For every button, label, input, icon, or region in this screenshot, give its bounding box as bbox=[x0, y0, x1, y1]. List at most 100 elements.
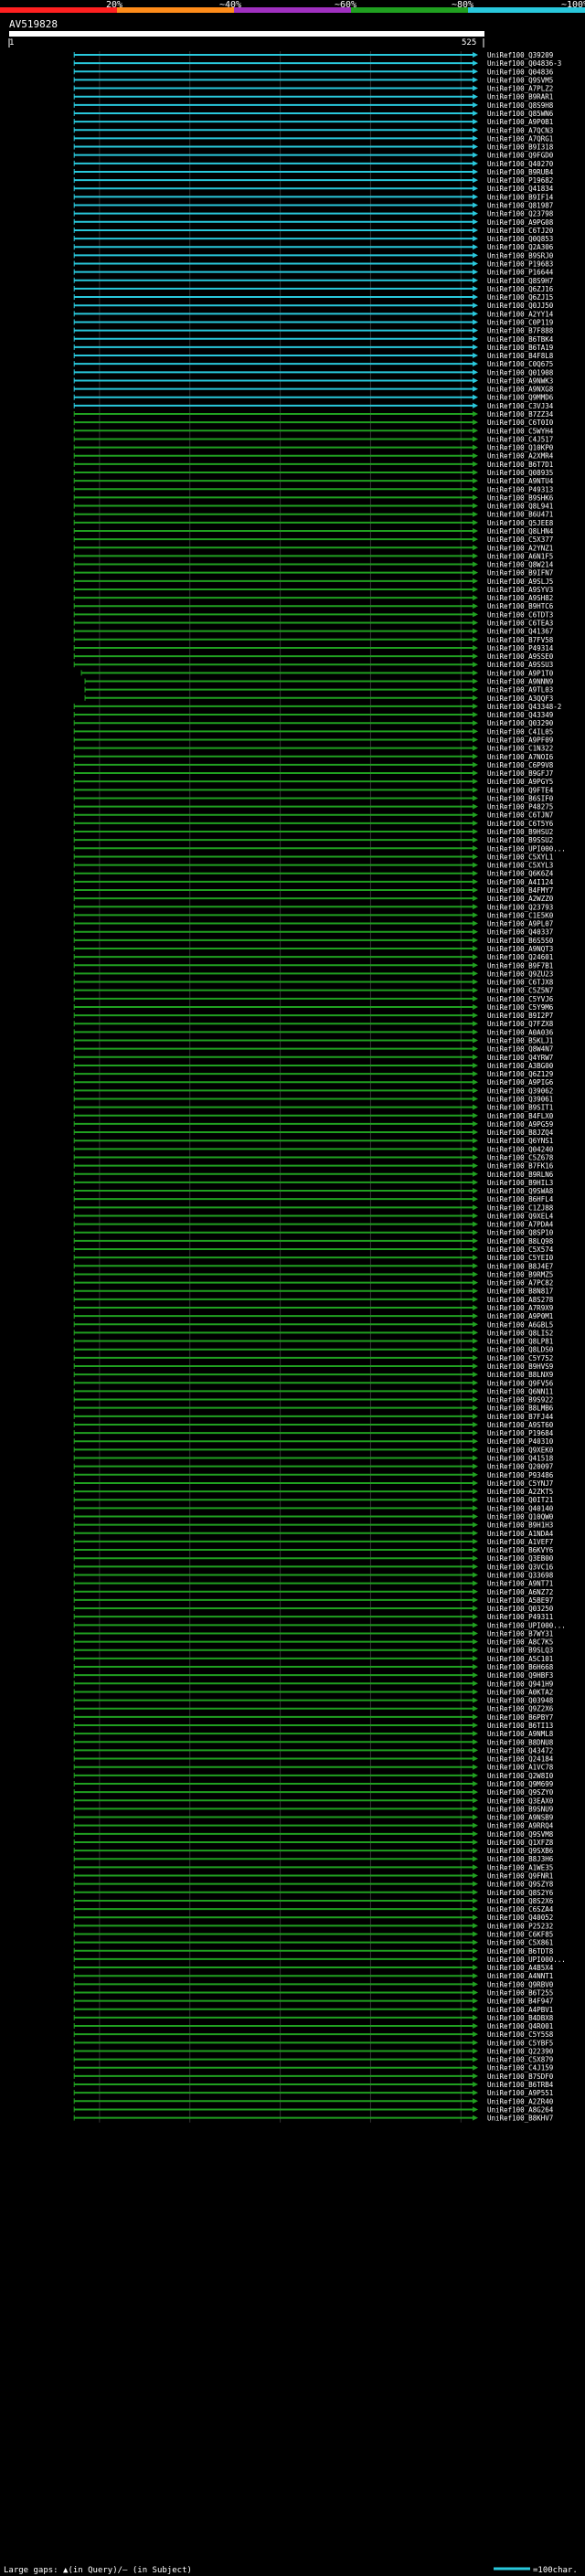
hit-row: UniRef100_Q39061 bbox=[73, 1096, 553, 1104]
hit-label: UniRef100_B9SHK6 bbox=[487, 493, 554, 502]
hit-arrow bbox=[473, 260, 479, 267]
hit-label: UniRef100_A9NNN9 bbox=[487, 678, 553, 686]
hit-row: UniRef100_A2WZZ0 bbox=[73, 895, 554, 903]
hit-arrow bbox=[473, 1313, 479, 1320]
hit-row: UniRef100_C1ZJ88 bbox=[73, 1203, 554, 1212]
hit-row: UniRef100_B8LMB6 bbox=[73, 1405, 554, 1413]
hit-arrow bbox=[473, 1956, 479, 1962]
hit-label: UniRef100_C0P119 bbox=[487, 318, 553, 326]
hit-label: UniRef100_Q10QW0 bbox=[487, 1513, 554, 1521]
hit-arrow bbox=[473, 820, 479, 826]
hit-arrow bbox=[473, 503, 479, 509]
hit-row: UniRef100_A5C101 bbox=[73, 1655, 553, 1663]
hit-label: UniRef100_A9RRQ4 bbox=[487, 1822, 554, 1830]
hit-label: UniRef100_B6U471 bbox=[487, 511, 553, 519]
hit-label: UniRef100_Q6Z129 bbox=[487, 1070, 553, 1078]
hit-arrow bbox=[473, 653, 479, 660]
hit-row: UniRef100_C5XYL1 bbox=[73, 853, 553, 861]
hit-arrow bbox=[473, 761, 479, 768]
hit-label: UniRef100_Q9ZU23 bbox=[487, 970, 553, 978]
hit-label: UniRef100_Q8S9H7 bbox=[487, 277, 553, 285]
hit-row: UniRef100_B6T7D1 bbox=[73, 461, 553, 469]
hit-row: UniRef100_A4PBV1 bbox=[73, 2006, 553, 2014]
hit-row: UniRef100_A9SH82 bbox=[73, 594, 553, 602]
hit-arrow bbox=[473, 1305, 479, 1310]
hit-label: UniRef100_P40310 bbox=[487, 1437, 554, 1446]
hit-arrow bbox=[473, 1564, 479, 1570]
grid-lines bbox=[99, 51, 462, 2123]
hit-row: UniRef100_Q6ZJ15 bbox=[73, 293, 553, 302]
hit-row: UniRef100_B7FV58 bbox=[73, 636, 554, 644]
hit-row: UniRef100_A2YNZ1 bbox=[73, 544, 553, 552]
hit-row: UniRef100_B4F8L8 bbox=[73, 352, 554, 360]
hit-arrow bbox=[473, 1797, 479, 1804]
hit-label: UniRef100_Q9XEK0 bbox=[487, 1446, 554, 1454]
hit-label: UniRef100_B9IF14 bbox=[487, 193, 554, 201]
hit-arrow bbox=[473, 511, 479, 517]
hit-arrow bbox=[473, 1380, 479, 1386]
hit-row: UniRef100_C6TJ20 bbox=[73, 227, 554, 235]
hit-row: UniRef100_A9P0B1 bbox=[73, 118, 553, 126]
hit-label: UniRef100_Q7FZX8 bbox=[487, 1020, 554, 1028]
hit-arrow bbox=[473, 1505, 479, 1511]
hit-row: UniRef100_A7QCN3 bbox=[73, 126, 553, 134]
hit-arrow bbox=[473, 1848, 479, 1854]
hit-label: UniRef100_A7QRG1 bbox=[487, 134, 553, 143]
hit-arrow bbox=[473, 1806, 479, 1812]
hit-arrow bbox=[473, 1104, 479, 1110]
hit-arrow bbox=[473, 202, 479, 208]
hit-label: UniRef100_B9SIT1 bbox=[487, 1104, 553, 1112]
hit-row: UniRef100_B7FK16 bbox=[73, 1162, 554, 1171]
hit-label: UniRef100_Q1XFZ8 bbox=[487, 1839, 554, 1847]
hit-row: UniRef100_A9NQT3 bbox=[73, 945, 553, 953]
hit-label: UniRef100_A9P0B1 bbox=[487, 118, 553, 126]
hit-label: UniRef100_Q9XEL4 bbox=[487, 1212, 554, 1220]
hit-arrow bbox=[473, 1279, 479, 1286]
hit-label: UniRef100_Q43472 bbox=[487, 1746, 553, 1754]
hit-row: UniRef100_Q9SVM8 bbox=[73, 1830, 554, 1839]
hit-arrow bbox=[473, 394, 479, 400]
hit-label: UniRef100_Q0Q853 bbox=[487, 235, 553, 243]
hit-label: UniRef100_Q39209 bbox=[487, 51, 553, 59]
scale-band-purple bbox=[234, 7, 351, 13]
hit-label: UniRef100_Q6YNS1 bbox=[487, 1137, 553, 1145]
hit-row: UniRef100_Q0JJ50 bbox=[73, 302, 554, 310]
hit-row: UniRef100_Q9SWA8 bbox=[73, 1187, 554, 1195]
hit-arrow bbox=[473, 177, 479, 184]
hit-label: UniRef100_C6T5Y6 bbox=[487, 820, 554, 828]
hit-label: UniRef100_Q40052 bbox=[487, 1913, 553, 1922]
hit-arrow bbox=[473, 1739, 479, 1745]
hit-arrow bbox=[473, 519, 479, 525]
hit-arrow bbox=[473, 1388, 479, 1394]
hit-arrow bbox=[473, 2014, 479, 2020]
hit-label: UniRef100_Q41834 bbox=[487, 185, 554, 193]
hit-arrow bbox=[473, 987, 479, 993]
hit-arrow bbox=[473, 1881, 479, 1887]
hit-arrow bbox=[473, 2031, 479, 2038]
hit-row: UniRef100_Q8W214 bbox=[73, 561, 554, 569]
hit-label: UniRef100_B9I2P7 bbox=[487, 1012, 553, 1020]
hit-row: UniRef100_Q20097 bbox=[73, 1463, 553, 1471]
hit-arrow bbox=[473, 386, 479, 392]
hit-row: UniRef100_B6T255 bbox=[73, 1988, 553, 1997]
hit-row: UniRef100_Q2W8I0 bbox=[73, 1772, 554, 1780]
hit-arrow bbox=[473, 1154, 479, 1161]
hit-row: UniRef100_P49311 bbox=[73, 1613, 553, 1621]
hit-label: UniRef100_Q2W8I0 bbox=[487, 1772, 554, 1780]
hit-label: UniRef100_C5X861 bbox=[487, 1939, 553, 1947]
hit-row: UniRef100_A9P551 bbox=[73, 2089, 553, 2097]
hit-row: UniRef100_B4DBX8 bbox=[73, 2014, 554, 2022]
hit-label: UniRef100_Q8SP10 bbox=[487, 1229, 554, 1237]
hit-arrow bbox=[473, 369, 479, 376]
hit-arrow bbox=[473, 1764, 479, 1770]
hit-label: UniRef100_Q22390 bbox=[487, 2047, 554, 2055]
hit-label: UniRef100_Q41518 bbox=[487, 1455, 554, 1463]
hit-label: UniRef100_C5X574 bbox=[487, 1246, 554, 1254]
hit-arrow bbox=[473, 1037, 479, 1044]
hit-row: UniRef100_B6TDT8 bbox=[73, 1947, 554, 1956]
hit-arrow bbox=[473, 1062, 479, 1068]
hit-arrow bbox=[473, 1229, 479, 1235]
hit-arrow bbox=[473, 1330, 479, 1336]
hit-arrow bbox=[473, 1755, 479, 1762]
hit-label: UniRef100_A2ZR40 bbox=[487, 2097, 554, 2105]
